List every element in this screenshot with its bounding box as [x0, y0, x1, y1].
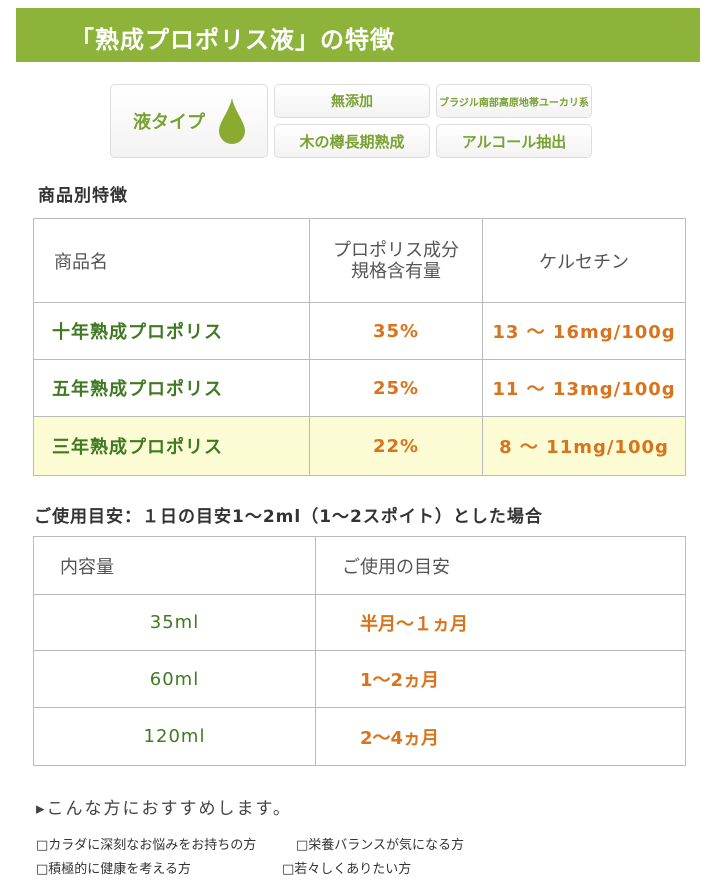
badge-label: 木の樽長期熟成	[299, 132, 405, 151]
content-value: 35%	[309, 302, 483, 360]
table-row: 十年熟成プロポリス 35% 13 ～ 16mg/100g	[33, 302, 686, 360]
recommend-item: □若々しくありたい方	[282, 862, 412, 877]
product-name: 十年熟成プロポリス	[33, 302, 310, 360]
recommend-item: □カラダに深刻なお悩みをお持ちの方	[36, 838, 257, 853]
duration: 半月～１ヵ月	[315, 594, 686, 651]
badge-label: 液タイプ	[133, 112, 205, 133]
header-cell: プロポリス成分 規格含有量	[309, 218, 483, 303]
usage-table: 内容量 ご使用の目安 35ml 半月～１ヵ月 60ml 1～2ヵ月 120ml 2～4ヵ…	[33, 536, 686, 766]
page-title: 「熟成プロポリス液」の特徴	[70, 26, 395, 54]
recommend-item: □栄養バランスが気になる方	[296, 838, 465, 853]
quercetin-value: 13 ～ 16mg/100g	[482, 302, 686, 360]
quercetin-value: 8 ～ 11mg/100g	[482, 416, 686, 476]
duration: 2～4ヵ月	[315, 707, 686, 766]
product-name: 三年熟成プロポリス	[33, 416, 310, 476]
badge-label: 無添加	[331, 94, 373, 110]
badge-label: アルコール抽出	[461, 132, 567, 151]
recommend-title: ▸こんな方におすすめします。	[36, 799, 292, 819]
table-row: 60ml 1～2ヵ月	[33, 650, 686, 708]
badge-origin: ブラジル南部高原地帯ユーカリ系	[436, 84, 592, 118]
header-cell: 内容量	[33, 536, 316, 595]
usage-title: ご使用目安：１日の目安1～2ml（1～2スポイト）とした場合	[34, 507, 543, 527]
volume: 35ml	[33, 594, 316, 651]
droplet-icon	[219, 98, 245, 144]
header-cell: ケルセチン	[482, 218, 686, 303]
table-row: 五年熟成プロポリス 25% 11 ～ 13mg/100g	[33, 359, 686, 417]
content-value: 25%	[309, 359, 483, 417]
content-value: 22%	[309, 416, 483, 476]
features-title: 商品別特徴	[38, 186, 128, 206]
header-cell: ご使用の目安	[315, 536, 686, 595]
badge-liquid-type: 液タイプ	[110, 84, 268, 158]
duration: 1～2ヵ月	[315, 650, 686, 708]
volume: 120ml	[33, 707, 316, 766]
quercetin-value: 11 ～ 13mg/100g	[482, 359, 686, 417]
badge-alcohol-extract: アルコール抽出	[436, 124, 592, 158]
volume: 60ml	[33, 650, 316, 708]
badge-additive-free: 無添加	[274, 84, 430, 118]
product-name: 五年熟成プロポリス	[33, 359, 310, 417]
table-header-row: 内容量 ご使用の目安	[33, 536, 686, 595]
features-table: 商品名 プロポリス成分 規格含有量 ケルセチン 十年熟成プロポリス 35% 13 ～…	[33, 218, 686, 476]
table-row-highlighted: 三年熟成プロポリス 22% 8 ～ 11mg/100g	[33, 416, 686, 476]
header-cell: 商品名	[33, 218, 310, 303]
badge-barrel-aged: 木の樽長期熟成	[274, 124, 430, 158]
badge-label: ブラジル南部高原地帯ユーカリ系	[439, 97, 589, 109]
table-header-row: 商品名 プロポリス成分 規格含有量 ケルセチン	[33, 218, 686, 303]
table-row: 120ml 2～4ヵ月	[33, 707, 686, 766]
table-row: 35ml 半月～１ヵ月	[33, 594, 686, 651]
recommend-item: □積極的に健康を考える方	[36, 862, 191, 877]
header-bar: 「熟成プロポリス液」の特徴	[16, 8, 700, 62]
